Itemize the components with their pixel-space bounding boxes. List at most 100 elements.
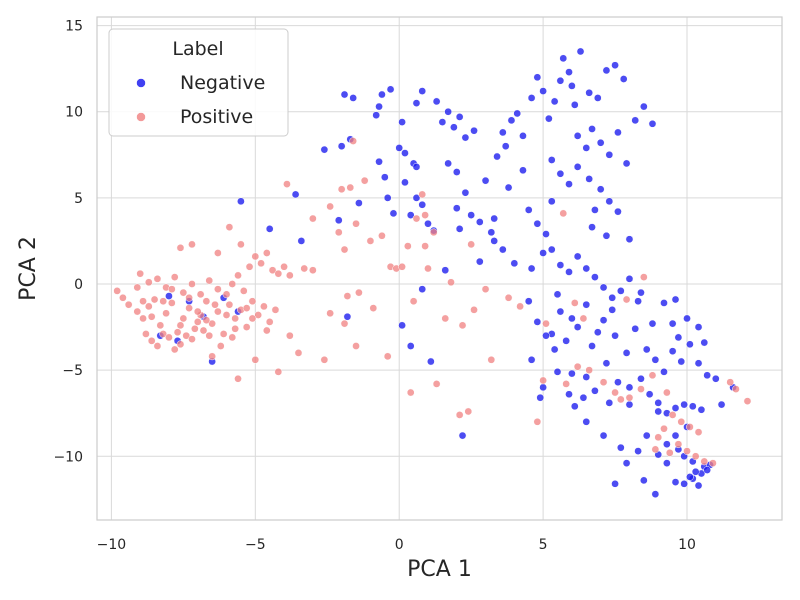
point-negative — [668, 319, 677, 328]
point-negative — [697, 405, 706, 414]
point-positive — [156, 321, 165, 330]
point-negative — [487, 228, 496, 237]
point-negative — [585, 175, 594, 183]
point-positive — [248, 297, 257, 306]
point-positive — [441, 314, 450, 323]
point-negative — [438, 118, 447, 126]
point-positive — [214, 249, 222, 257]
point-negative — [444, 107, 452, 116]
point-negative — [668, 347, 677, 356]
point-negative — [401, 149, 409, 157]
point-negative — [406, 342, 415, 350]
point-negative — [654, 399, 663, 407]
point-positive — [352, 342, 360, 350]
point-positive — [208, 319, 216, 328]
y-tick-label: 5 — [74, 191, 83, 207]
point-positive — [274, 368, 283, 376]
point-positive — [133, 283, 142, 292]
point-negative — [547, 156, 556, 164]
point-positive — [248, 314, 257, 323]
point-negative — [452, 168, 461, 176]
point-positive — [245, 262, 254, 271]
point-negative — [565, 180, 573, 188]
point-positive — [421, 242, 429, 250]
point-negative — [565, 268, 573, 276]
point-positive — [153, 342, 162, 350]
point-negative — [553, 290, 562, 299]
point-negative — [605, 399, 614, 407]
point-negative — [686, 340, 694, 349]
point-positive — [429, 228, 438, 237]
point-negative — [337, 142, 346, 151]
point-negative — [642, 431, 651, 440]
y-tick-label: 0 — [74, 277, 83, 293]
point-positive — [167, 299, 176, 307]
point-negative — [519, 166, 527, 175]
point-negative — [406, 211, 415, 219]
point-negative — [372, 111, 381, 120]
point-negative — [498, 128, 507, 137]
point-negative — [165, 292, 173, 300]
point-negative — [568, 369, 576, 378]
point-negative — [513, 109, 522, 118]
point-positive — [458, 321, 467, 330]
point-positive — [159, 297, 168, 306]
point-positive — [360, 176, 369, 185]
point-negative — [539, 383, 547, 392]
point-positive — [346, 183, 355, 192]
point-positive — [193, 307, 202, 316]
point-positive — [188, 240, 196, 249]
point-negative — [527, 264, 536, 273]
point-negative — [625, 383, 634, 392]
point-negative — [585, 88, 594, 97]
point-negative — [455, 113, 464, 121]
y-tick-label: −5 — [62, 363, 83, 379]
point-negative — [475, 218, 484, 226]
x-tick-label: −5 — [245, 537, 266, 553]
point-positive — [196, 290, 205, 299]
point-positive — [193, 318, 202, 326]
point-positive — [683, 447, 691, 455]
point-negative — [562, 336, 570, 345]
point-positive — [651, 445, 660, 454]
point-positive — [159, 330, 168, 338]
point-negative — [631, 324, 640, 333]
point-negative — [467, 211, 476, 219]
point-negative — [599, 283, 608, 292]
point-positive — [409, 297, 418, 306]
point-positive — [185, 304, 193, 312]
point-positive — [170, 273, 179, 281]
point-negative — [614, 207, 622, 216]
point-negative — [547, 245, 556, 254]
point-negative — [542, 230, 550, 238]
point-positive — [654, 433, 663, 442]
point-positive — [421, 211, 429, 219]
point-positive — [686, 423, 694, 431]
point-positive — [162, 309, 170, 318]
point-positive — [147, 312, 156, 321]
point-negative — [412, 99, 421, 107]
point-negative — [637, 374, 645, 383]
y-axis-title: PCA 2 — [16, 236, 41, 301]
point-positive — [406, 388, 415, 397]
point-negative — [694, 323, 703, 331]
point-positive — [231, 324, 240, 333]
legend: Label Negative Positive — [108, 28, 289, 137]
point-negative — [593, 94, 602, 102]
point-negative — [703, 466, 712, 474]
point-negative — [625, 400, 634, 409]
point-positive — [648, 371, 657, 380]
point-positive — [665, 448, 674, 457]
point-negative — [608, 293, 617, 302]
point-negative — [663, 440, 671, 449]
point-negative — [297, 237, 306, 245]
point-negative — [398, 321, 406, 330]
point-negative — [651, 490, 660, 499]
point-positive — [188, 335, 196, 343]
point-negative — [622, 459, 631, 468]
point-negative — [717, 400, 726, 409]
point-negative — [450, 123, 458, 132]
point-positive — [464, 407, 473, 416]
point-positive — [424, 264, 432, 273]
